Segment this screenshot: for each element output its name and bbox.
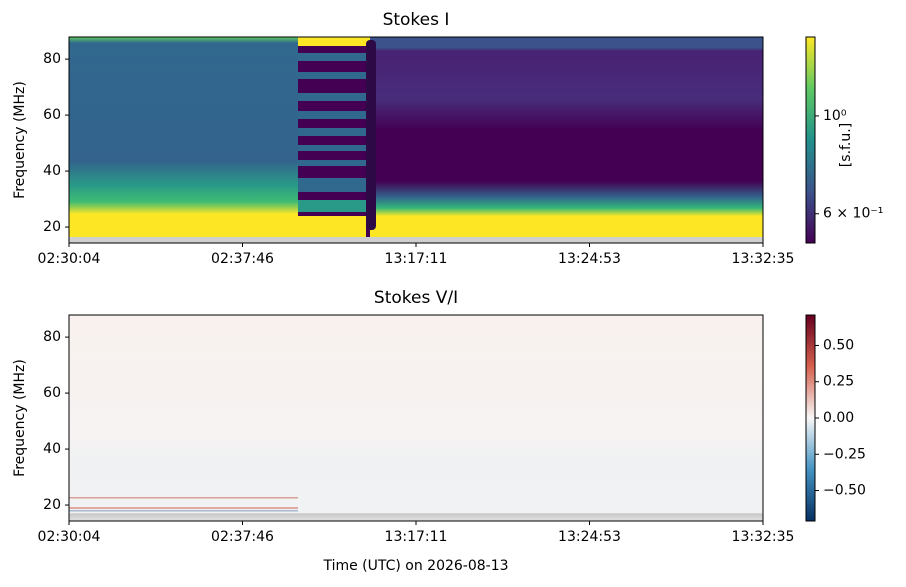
colorbar-tick-label: −0.50 (823, 483, 866, 499)
x-axis-label: Time (UTC) on 2026-08-13 (322, 558, 508, 574)
x-tick-label: 13:32:35 (732, 529, 795, 545)
y-tick-label: 20 (43, 497, 61, 513)
y-tick-label: 20 (43, 219, 61, 235)
colorbar-tick-label: −0.25 (823, 446, 866, 462)
colorbar-tick-label: 0.25 (823, 374, 854, 390)
x-tick-label: 02:30:04 (38, 251, 101, 267)
x-tick-label: 13:17:11 (385, 251, 448, 267)
y-tick-label: 40 (43, 163, 61, 179)
x-tick-label: 13:24:53 (558, 251, 621, 267)
y-tick-label: 80 (43, 329, 61, 345)
colorbar-tick-label: 0.50 (823, 337, 854, 353)
colorbar-tick-label: 0.00 (823, 410, 854, 426)
colorbar-label: [s.f.u.] (838, 123, 854, 167)
x-tick-label: 02:30:04 (38, 529, 101, 545)
y-tick-label: 80 (43, 51, 61, 67)
x-tick-label: 13:32:35 (732, 251, 795, 267)
chart-title: Stokes I (383, 10, 450, 30)
y-tick-label: 40 (43, 441, 61, 457)
heatmap-image (69, 37, 763, 521)
chart-title: Stokes V/I (374, 288, 458, 308)
y-tick-label: 60 (43, 107, 61, 123)
colorbar (805, 314, 816, 522)
y-tick-label: 60 (43, 385, 61, 401)
x-tick-label: 13:24:53 (558, 529, 621, 545)
x-tick-label: 02:37:46 (211, 529, 274, 545)
x-tick-label: 02:37:46 (211, 251, 274, 267)
y-axis-label: Frequency (MHz) (12, 81, 28, 199)
x-tick-label: 13:17:11 (385, 529, 448, 545)
y-axis-label: Frequency (MHz) (12, 359, 28, 477)
colorbar (805, 36, 816, 244)
colorbar-tick-label: 10⁰ (823, 108, 847, 124)
colorbar-tick-label: 6 × 10⁻¹ (823, 206, 883, 222)
